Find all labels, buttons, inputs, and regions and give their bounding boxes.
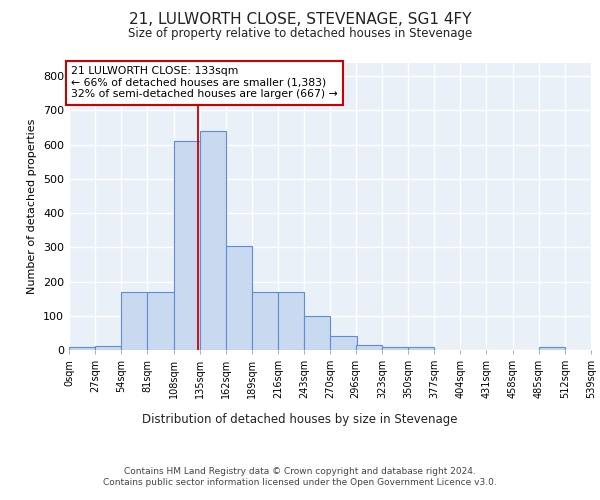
Text: Distribution of detached houses by size in Stevenage: Distribution of detached houses by size … [142, 412, 458, 426]
Bar [121, 292, 148, 350]
Text: Contains HM Land Registry data © Crown copyright and database right 2024.
Contai: Contains HM Land Registry data © Crown c… [103, 468, 497, 487]
Bar [278, 292, 304, 350]
Bar [331, 336, 356, 350]
Bar [200, 131, 226, 350]
Bar [382, 348, 408, 350]
Bar [173, 141, 200, 350]
Bar [408, 348, 434, 350]
Y-axis label: Number of detached properties: Number of detached properties [28, 118, 37, 294]
Bar [226, 246, 252, 350]
Bar [252, 292, 278, 350]
Bar [304, 316, 331, 350]
Text: 21 LULWORTH CLOSE: 133sqm
← 66% of detached houses are smaller (1,383)
32% of se: 21 LULWORTH CLOSE: 133sqm ← 66% of detac… [71, 66, 338, 99]
Text: Size of property relative to detached houses in Stevenage: Size of property relative to detached ho… [128, 28, 472, 40]
Bar [539, 348, 565, 350]
Bar [148, 292, 173, 350]
Bar [69, 348, 95, 350]
Text: 21, LULWORTH CLOSE, STEVENAGE, SG1 4FY: 21, LULWORTH CLOSE, STEVENAGE, SG1 4FY [129, 12, 471, 28]
Bar [95, 346, 121, 350]
Bar [356, 345, 382, 350]
